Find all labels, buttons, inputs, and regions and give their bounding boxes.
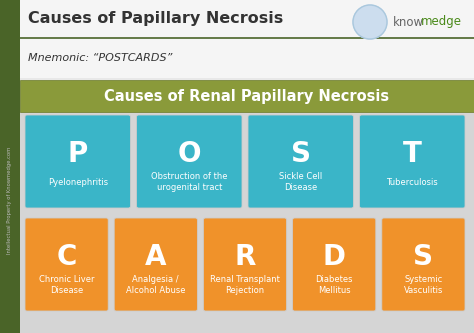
Text: Sickle Cell
Disease: Sickle Cell Disease <box>279 172 322 192</box>
Text: C: C <box>56 243 77 271</box>
Text: A: A <box>145 243 166 271</box>
Text: Renal Transplant
Rejection: Renal Transplant Rejection <box>210 275 280 295</box>
FancyBboxPatch shape <box>25 115 130 208</box>
FancyBboxPatch shape <box>137 115 242 208</box>
FancyBboxPatch shape <box>292 218 376 311</box>
FancyBboxPatch shape <box>20 0 474 78</box>
Text: R: R <box>234 243 255 271</box>
Text: Intellectual Property of Knowmedge.com: Intellectual Property of Knowmedge.com <box>8 146 12 254</box>
Text: Causes of Renal Papillary Necrosis: Causes of Renal Papillary Necrosis <box>104 89 390 104</box>
Text: medge: medge <box>421 16 462 29</box>
Text: Analgesia /
Alcohol Abuse: Analgesia / Alcohol Abuse <box>126 275 185 295</box>
FancyBboxPatch shape <box>25 218 108 311</box>
Circle shape <box>353 5 387 39</box>
FancyBboxPatch shape <box>248 115 354 208</box>
Text: D: D <box>323 243 346 271</box>
FancyBboxPatch shape <box>359 115 465 208</box>
Text: S: S <box>413 243 433 271</box>
FancyBboxPatch shape <box>0 0 20 333</box>
Text: Tuberculosis: Tuberculosis <box>386 178 438 187</box>
FancyBboxPatch shape <box>114 218 197 311</box>
Text: know: know <box>393 16 424 29</box>
Text: Diabetes
Mellitus: Diabetes Mellitus <box>316 275 353 295</box>
FancyBboxPatch shape <box>20 80 474 112</box>
Text: Chronic Liver
Disease: Chronic Liver Disease <box>39 275 94 295</box>
FancyBboxPatch shape <box>382 218 465 311</box>
Text: Mnemonic: “POSTCARDS”: Mnemonic: “POSTCARDS” <box>28 53 173 63</box>
FancyBboxPatch shape <box>203 218 287 311</box>
Text: P: P <box>68 140 88 168</box>
FancyBboxPatch shape <box>20 112 474 333</box>
Text: T: T <box>403 140 422 168</box>
Text: S: S <box>291 140 311 168</box>
Text: Causes of Papillary Necrosis: Causes of Papillary Necrosis <box>28 12 283 27</box>
Text: O: O <box>177 140 201 168</box>
Text: Obstruction of the
urogenital tract: Obstruction of the urogenital tract <box>151 172 228 192</box>
Text: Systemic
Vasculitis: Systemic Vasculitis <box>404 275 443 295</box>
Text: Pyelonephritis: Pyelonephritis <box>48 178 108 187</box>
